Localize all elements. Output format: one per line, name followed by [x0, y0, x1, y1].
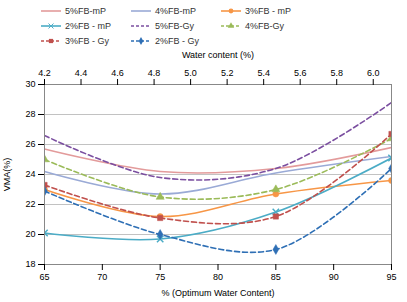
- svg-text:90: 90: [329, 272, 339, 282]
- svg-text:4.6: 4.6: [111, 68, 124, 78]
- svg-text:5.6: 5.6: [294, 68, 307, 78]
- html-text:2%FB - Gy: 2%FB - Gy: [155, 35, 199, 46]
- svg-text:5.8: 5.8: [330, 68, 343, 78]
- svg-text:5.4: 5.4: [257, 68, 270, 78]
- html-text:5%FB-mP: 5%FB-mP: [65, 5, 106, 16]
- svg-text:4.2: 4.2: [38, 68, 51, 78]
- svg-text:75: 75: [155, 272, 165, 282]
- svg-text:26: 26: [25, 139, 35, 149]
- svg-text:Water content (%): Water content (%): [182, 50, 254, 60]
- svg-text:70: 70: [97, 272, 107, 282]
- svg-text:22: 22: [25, 199, 35, 209]
- svg-text:5.2: 5.2: [221, 68, 234, 78]
- svg-text:18: 18: [25, 259, 35, 269]
- html-text:2%FB - mP: 2%FB - mP: [65, 20, 111, 31]
- svg-text:4.4: 4.4: [75, 68, 88, 78]
- html-text:5%FB-Gy: 5%FB-Gy: [155, 20, 194, 31]
- svg-text:30: 30: [25, 79, 35, 89]
- svg-text:95: 95: [386, 272, 396, 282]
- svg-text:85: 85: [271, 272, 281, 282]
- svg-text:6.0: 6.0: [367, 68, 380, 78]
- svg-text:80: 80: [213, 272, 223, 282]
- html-text:3%FB - mP: 3%FB - mP: [245, 5, 291, 16]
- svg-text:VMA(%): VMA(%): [2, 158, 12, 192]
- html-text:4%FB-Gy: 4%FB-Gy: [245, 20, 284, 31]
- html-text:4%FB-mP: 4%FB-mP: [155, 5, 196, 16]
- html-text:3%FB - Gy: 3%FB - Gy: [65, 35, 109, 46]
- svg-text:24: 24: [25, 169, 35, 179]
- svg-text:28: 28: [25, 109, 35, 119]
- svg-text:5.0: 5.0: [184, 68, 197, 78]
- svg-text:65: 65: [39, 272, 49, 282]
- svg-text:20: 20: [25, 229, 35, 239]
- svg-text:% (Optimum Water Content): % (Optimum Water Content): [161, 288, 274, 298]
- svg-text:4.8: 4.8: [148, 68, 161, 78]
